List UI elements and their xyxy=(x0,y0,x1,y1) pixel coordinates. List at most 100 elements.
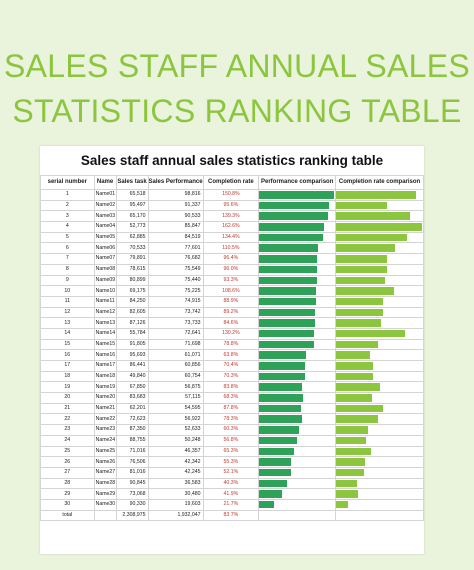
cell-name: Name05 xyxy=(93,231,117,244)
table-row: 18 Name18 49,840 60,754 70.3% xyxy=(40,370,424,383)
table-row: 16 Name16 95,693 61,071 63.8% xyxy=(40,349,424,361)
header-row: serial number Name Sales task Sales Perf… xyxy=(40,175,424,190)
cell-sales-task: 73,068 xyxy=(115,488,149,500)
cell-sales-performance: 61,071 xyxy=(147,349,204,361)
cell-sales-task: 95,693 xyxy=(115,349,149,361)
header-sales-task: Sales task xyxy=(115,175,149,190)
completion-rate-bar xyxy=(336,255,388,263)
cell-sales-performance: 42,342 xyxy=(147,456,204,468)
cell-completion-rate: 83.8% xyxy=(202,381,260,394)
cell-name: Name11 xyxy=(93,295,117,308)
table-row: 1 Name01 65,518 98,816 150.8% xyxy=(40,189,424,201)
cell-serial-number: 8 xyxy=(40,263,95,276)
performance-bar xyxy=(259,191,335,199)
cell-sales-performance: 73,742 xyxy=(147,306,204,319)
performance-bar-cell xyxy=(258,434,337,447)
cell-sales-task: 81,016 xyxy=(115,466,149,479)
cell-sales-performance: 36,583 xyxy=(147,477,204,490)
cell-name: Name29 xyxy=(93,488,117,500)
cell-sales-task: 91,805 xyxy=(115,338,149,351)
cell-sales-task: 80,899 xyxy=(115,274,149,287)
table-row: 26 Name26 76,506 42,342 55.3% xyxy=(40,456,424,468)
performance-bar-cell xyxy=(258,477,337,490)
cell-completion-rate: 89.2% xyxy=(202,306,260,319)
cell-sales-performance: 54,595 xyxy=(147,402,204,415)
cell-sales-performance: 84,519 xyxy=(147,231,204,244)
performance-bar-cell xyxy=(258,285,337,297)
performance-bar-cell xyxy=(258,317,337,329)
performance-bar xyxy=(259,201,329,210)
cell-serial-number: 7 xyxy=(40,253,95,265)
performance-bar-cell xyxy=(258,445,337,458)
cell-sales-performance: 73,733 xyxy=(147,317,204,329)
cell-completion-rate: 88.9% xyxy=(202,295,260,308)
cell-name: Name28 xyxy=(93,477,117,490)
cell-sales-performance: 60,856 xyxy=(147,360,204,372)
cell-name: Name27 xyxy=(93,466,117,479)
completion-rate-bar-cell xyxy=(335,381,424,394)
completion-rate-bar-cell xyxy=(335,466,424,479)
performance-bar-cell xyxy=(258,327,337,340)
completion-rate-bar xyxy=(336,351,370,359)
cell-serial-number: 21 xyxy=(40,402,95,415)
completion-rate-bar xyxy=(336,394,373,402)
cell-completion-rate: 130.2% xyxy=(202,327,260,340)
completion-rate-bar-cell xyxy=(335,498,424,511)
completion-rate-bar-cell xyxy=(335,327,424,340)
cell-serial-number: 10 xyxy=(40,285,95,297)
completion-rate-bar xyxy=(336,383,381,391)
cell-sales-performance: 74,915 xyxy=(147,295,204,308)
cell-name: Name03 xyxy=(93,210,117,223)
cell-name: Name19 xyxy=(93,381,117,394)
performance-bar xyxy=(259,490,283,498)
cell-sales-task: 84,250 xyxy=(115,295,149,308)
performance-bar-cell xyxy=(258,221,337,233)
cell-serial-number: 4 xyxy=(40,221,95,233)
cell-sales-performance: 52,633 xyxy=(147,424,204,436)
completion-rate-bar xyxy=(336,319,381,327)
performance-bar-cell xyxy=(258,253,337,265)
cell-serial-number: 6 xyxy=(40,242,95,255)
completion-rate-bar-cell xyxy=(335,370,424,383)
cell-name: Name07 xyxy=(93,253,117,265)
performance-bar xyxy=(259,372,306,381)
completion-rate-bar xyxy=(336,468,364,477)
cell-serial-number: 25 xyxy=(40,445,95,458)
sales-table: serial number Name Sales task Sales Perf… xyxy=(40,175,424,522)
completion-rate-bar-cell xyxy=(335,210,424,223)
cell-sales-performance: 56,922 xyxy=(147,413,204,426)
spreadsheet: Sales staff annual sales statistics rank… xyxy=(40,146,424,554)
cell-sales-task: 69,175 xyxy=(115,285,149,297)
banner-line-2: STATISTICS RANKING TABLE xyxy=(12,93,462,129)
cell-sales-performance: 85,847 xyxy=(147,221,204,233)
performance-bar-cell xyxy=(258,381,337,394)
cell-name: Name25 xyxy=(93,445,117,458)
cell-name: Name04 xyxy=(93,221,117,233)
completion-rate-bar xyxy=(336,447,371,455)
performance-bar xyxy=(259,212,328,220)
performance-bar-cell xyxy=(258,274,337,287)
table-row: 20 Name20 83,683 57,115 68.3% xyxy=(40,392,424,404)
completion-rate-bar-cell xyxy=(335,285,424,297)
cell-completion-rate: 70.3% xyxy=(202,370,260,383)
performance-bar-cell xyxy=(258,199,337,212)
performance-bar-cell xyxy=(258,424,337,436)
performance-bar xyxy=(259,479,288,488)
header-name: Name xyxy=(93,175,117,190)
completion-rate-bar-cell xyxy=(335,402,424,415)
completion-rate-bar xyxy=(336,490,359,498)
performance-bar xyxy=(259,415,303,423)
cell-sales-task: 67,850 xyxy=(115,381,149,394)
performance-bar xyxy=(259,394,303,402)
completion-rate-bar-cell xyxy=(335,477,424,490)
performance-bar-cell xyxy=(258,210,337,223)
cell-sales-task: 52,773 xyxy=(115,221,149,233)
cell-completion-rate: 78.3% xyxy=(202,413,260,426)
cell-completion-rate: 84.6% xyxy=(202,317,260,329)
performance-bar-cell xyxy=(258,456,337,468)
completion-rate-bar xyxy=(336,329,405,338)
performance-bar-cell xyxy=(258,189,337,201)
cell-sales-performance: 30,480 xyxy=(147,488,204,500)
total-sales-performance: 1,932,047 xyxy=(147,509,204,522)
cell-serial-number: 11 xyxy=(40,295,95,308)
